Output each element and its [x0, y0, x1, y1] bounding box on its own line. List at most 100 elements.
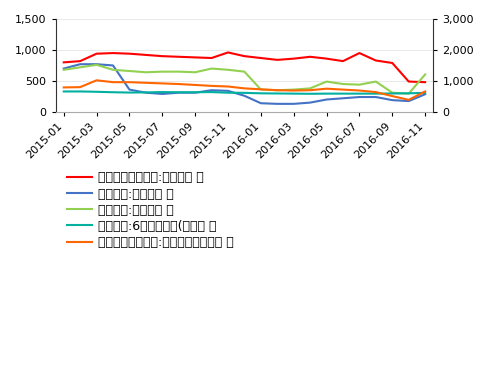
煤炭库存:曹妃甸港 月 [339, 96, 345, 100]
国有重点煤矿库存:中南地区 月 [241, 54, 247, 59]
煤炭库存:秦皇岛港 月 [274, 88, 280, 92]
国有重点煤矿库存:华北地区（右轴） 月 [142, 81, 148, 85]
煤炭库存:6大发电集团(右轴） 月 [421, 91, 427, 95]
煤炭库存:曹妃甸港 月 [208, 88, 214, 92]
国有重点煤矿库存:中南地区 月 [61, 60, 66, 64]
国有重点煤矿库存:中南地区 月 [372, 58, 378, 63]
国有重点煤矿库存:中南地区 月 [421, 80, 427, 84]
煤炭库存:曹妃甸港 月 [323, 97, 329, 102]
国有重点煤矿库存:华北地区（右轴） 月 [323, 86, 329, 91]
国有重点煤矿库存:中南地区 月 [159, 54, 165, 59]
煤炭库存:曹妃甸港 月 [94, 62, 100, 66]
国有重点煤矿库存:中南地区 月 [77, 59, 83, 63]
国有重点煤矿库存:华北地区（右轴） 月 [306, 88, 312, 92]
煤炭库存:6大发电集团(右轴） 月 [339, 91, 345, 96]
国有重点煤矿库存:中南地区 月 [405, 79, 411, 84]
煤炭库存:曹妃甸港 月 [224, 89, 230, 93]
煤炭库存:曹妃甸港 月 [110, 63, 116, 68]
国有重点煤矿库存:华北地区（右轴） 月 [159, 81, 165, 86]
国有重点煤矿库存:中南地区 月 [94, 52, 100, 56]
国有重点煤矿库存:中南地区 月 [323, 56, 329, 61]
煤炭库存:秦皇岛港 月 [421, 72, 427, 77]
煤炭库存:6大发电集团(右轴） 月 [110, 90, 116, 95]
国有重点煤矿库存:中南地区 月 [339, 59, 345, 63]
煤炭库存:6大发电集团(右轴） 月 [257, 91, 263, 96]
煤炭库存:曹妃甸港 月 [290, 102, 296, 106]
Line: 煤炭库存:曹妃甸港 月: 煤炭库存:曹妃甸港 月 [63, 64, 424, 104]
煤炭库存:6大发电集团(右轴） 月 [192, 90, 198, 95]
国有重点煤矿库存:华北地区（右轴） 月 [388, 94, 394, 98]
国有重点煤矿库存:中南地区 月 [142, 53, 148, 57]
国有重点煤矿库存:中南地区 月 [274, 58, 280, 62]
煤炭库存:6大发电集团(右轴） 月 [224, 91, 230, 95]
Line: 煤炭库存:秦皇岛港 月: 煤炭库存:秦皇岛港 月 [63, 65, 424, 93]
国有重点煤矿库存:华北地区（右轴） 月 [192, 83, 198, 87]
煤炭库存:6大发电集团(右轴） 月 [126, 90, 132, 95]
国有重点煤矿库存:中南地区 月 [306, 54, 312, 59]
煤炭库存:6大发电集团(右轴） 月 [356, 91, 362, 96]
煤炭库存:6大发电集团(右轴） 月 [142, 90, 148, 95]
煤炭库存:曹妃甸港 月 [405, 99, 411, 103]
煤炭库存:秦皇岛港 月 [372, 79, 378, 84]
煤炭库存:曹妃甸港 月 [372, 95, 378, 99]
煤炭库存:6大发电集团(右轴） 月 [372, 91, 378, 96]
国有重点煤矿库存:华北地区（右轴） 月 [405, 98, 411, 102]
煤炭库存:曹妃甸港 月 [61, 66, 66, 71]
国有重点煤矿库存:中南地区 月 [192, 55, 198, 60]
煤炭库存:秦皇岛港 月 [241, 70, 247, 74]
煤炭库存:秦皇岛港 月 [110, 68, 116, 72]
煤炭库存:秦皇岛港 月 [126, 69, 132, 73]
国有重点煤矿库存:华北地区（右轴） 月 [421, 89, 427, 94]
国有重点煤矿库存:华北地区（右轴） 月 [274, 88, 280, 92]
煤炭库存:曹妃甸港 月 [274, 102, 280, 106]
国有重点煤矿库存:中南地区 月 [110, 51, 116, 55]
国有重点煤矿库存:华北地区（右轴） 月 [176, 82, 182, 86]
国有重点煤矿库存:中南地区 月 [356, 51, 362, 55]
煤炭库存:秦皇岛港 月 [356, 82, 362, 87]
煤炭库存:曹妃甸港 月 [159, 92, 165, 96]
国有重点煤矿库存:华北地区（右轴） 月 [339, 87, 345, 92]
煤炭库存:秦皇岛港 月 [323, 79, 329, 84]
煤炭库存:秦皇岛港 月 [61, 68, 66, 72]
煤炭库存:曹妃甸港 月 [306, 100, 312, 105]
煤炭库存:秦皇岛港 月 [257, 87, 263, 92]
国有重点煤矿库存:中南地区 月 [126, 52, 132, 56]
国有重点煤矿库存:华北地区（右轴） 月 [126, 80, 132, 84]
国有重点煤矿库存:华北地区（右轴） 月 [356, 88, 362, 93]
煤炭库存:6大发电集团(右轴） 月 [388, 91, 394, 96]
煤炭库存:秦皇岛港 月 [159, 70, 165, 74]
煤炭库存:曹妃甸港 月 [257, 101, 263, 106]
煤炭库存:6大发电集团(右轴） 月 [208, 90, 214, 94]
Line: 国有重点煤矿库存:中南地区 月: 国有重点煤矿库存:中南地区 月 [63, 53, 424, 82]
国有重点煤矿库存:中南地区 月 [208, 56, 214, 60]
煤炭库存:秦皇岛港 月 [208, 66, 214, 71]
煤炭库存:秦皇岛港 月 [77, 65, 83, 70]
煤炭库存:曹妃甸港 月 [176, 91, 182, 95]
国有重点煤矿库存:华北地区（右轴） 月 [372, 90, 378, 94]
煤炭库存:秦皇岛港 月 [192, 70, 198, 74]
煤炭库存:6大发电集团(右轴） 月 [176, 90, 182, 95]
国有重点煤矿库存:中南地区 月 [224, 50, 230, 55]
国有重点煤矿库存:华北地区（右轴） 月 [257, 87, 263, 92]
煤炭库存:秦皇岛港 月 [224, 68, 230, 72]
煤炭库存:曹妃甸港 月 [356, 95, 362, 99]
国有重点煤矿库存:华北地区（右轴） 月 [208, 84, 214, 88]
国有重点煤矿库存:华北地区（右轴） 月 [110, 80, 116, 84]
煤炭库存:曹妃甸港 月 [192, 91, 198, 95]
煤炭库存:6大发电集团(右轴） 月 [77, 89, 83, 94]
国有重点煤矿库存:华北地区（右轴） 月 [290, 88, 296, 93]
煤炭库存:曹妃甸港 月 [126, 87, 132, 92]
煤炭库存:秦皇岛港 月 [176, 70, 182, 74]
煤炭库存:6大发电集团(右轴） 月 [241, 91, 247, 95]
煤炭库存:秦皇岛港 月 [388, 91, 394, 95]
国有重点煤矿库存:华北地区（右轴） 月 [241, 86, 247, 91]
国有重点煤矿库存:中南地区 月 [257, 56, 263, 60]
煤炭库存:6大发电集团(右轴） 月 [405, 91, 411, 96]
煤炭库存:曹妃甸港 月 [142, 91, 148, 95]
煤炭库存:6大发电集团(右轴） 月 [306, 92, 312, 96]
煤炭库存:秦皇岛港 月 [339, 82, 345, 86]
国有重点煤矿库存:华北地区（右轴） 月 [224, 84, 230, 89]
国有重点煤矿库存:华北地区（右轴） 月 [77, 85, 83, 89]
煤炭库存:秦皇岛港 月 [405, 91, 411, 96]
国有重点煤矿库存:中南地区 月 [290, 56, 296, 61]
